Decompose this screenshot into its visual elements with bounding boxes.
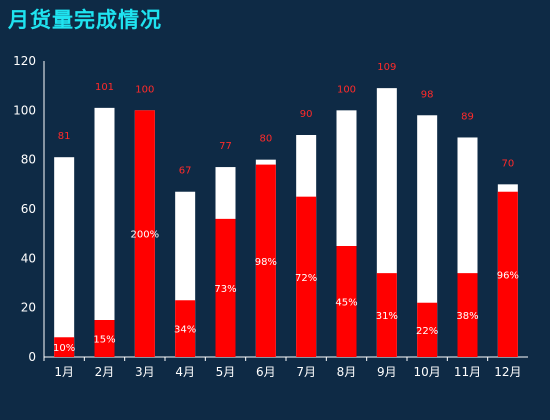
bar-completed — [175, 300, 196, 357]
x-tick-label: 4月 — [175, 365, 195, 379]
bar-total — [417, 115, 438, 358]
total-value-label: 101 — [95, 82, 114, 93]
x-tick-label: 5月 — [216, 365, 236, 379]
chart-title: 月货量完成情况 — [8, 8, 162, 32]
total-value-label: 70 — [501, 158, 514, 169]
bar-total — [94, 107, 115, 357]
x-tick-label: 7月 — [296, 365, 316, 379]
percent-label: 38% — [456, 311, 478, 322]
x-tick-label: 3月 — [135, 365, 155, 379]
bar-completed — [255, 164, 276, 357]
y-tick-label: 0 — [28, 350, 36, 364]
bar-completed — [54, 337, 75, 357]
percent-label: 22% — [416, 326, 438, 337]
y-tick-label: 80 — [21, 153, 36, 167]
x-tick-label: 9月 — [377, 365, 397, 379]
x-tick-label: 8月 — [337, 365, 357, 379]
total-value-label: 109 — [377, 62, 396, 73]
percent-label: 72% — [295, 273, 317, 284]
x-tick-label: 1月 — [54, 365, 74, 379]
total-value-label: 90 — [300, 109, 313, 120]
y-tick-label: 100 — [13, 103, 36, 117]
percent-label: 34% — [174, 325, 196, 336]
total-value-label: 77 — [219, 141, 232, 152]
total-value-label: 100 — [135, 84, 154, 95]
bar-completed — [336, 246, 357, 357]
y-tick-label: 120 — [13, 54, 36, 68]
bar-completed — [457, 273, 478, 357]
bar-completed — [94, 320, 115, 357]
bar-completed — [215, 218, 236, 357]
y-tick-label: 20 — [21, 301, 36, 315]
percent-label: 96% — [497, 270, 519, 281]
y-tick-label: 60 — [21, 202, 36, 216]
bar-completed — [376, 273, 397, 357]
bar-completed — [417, 302, 438, 357]
percent-label: 15% — [93, 335, 115, 346]
total-value-label: 80 — [259, 134, 272, 145]
bar-completed — [134, 110, 155, 357]
total-value-label: 100 — [337, 84, 356, 95]
percent-label: 31% — [376, 311, 398, 322]
total-value-label: 81 — [58, 131, 71, 142]
x-tick-label: 12月 — [494, 365, 521, 379]
percent-label: 200% — [131, 230, 160, 241]
total-value-label: 98 — [421, 89, 434, 100]
x-tick-label: 10月 — [414, 365, 441, 379]
x-tick-label: 11月 — [454, 365, 481, 379]
bar-total — [54, 157, 75, 357]
total-value-label: 67 — [179, 166, 192, 177]
bar-completed — [296, 196, 317, 357]
percent-label: 73% — [214, 284, 236, 295]
total-value-label: 89 — [461, 111, 474, 122]
y-tick-label: 40 — [21, 251, 36, 265]
percent-label: 98% — [255, 257, 277, 268]
percent-label: 10% — [53, 343, 75, 354]
x-tick-label: 6月 — [256, 365, 276, 379]
percent-label: 45% — [335, 298, 357, 309]
bar-completed — [497, 191, 518, 357]
x-tick-label: 2月 — [95, 365, 115, 379]
